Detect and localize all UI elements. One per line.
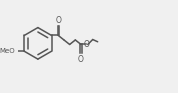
Text: O: O xyxy=(55,16,61,25)
Text: O: O xyxy=(78,55,84,64)
Text: O: O xyxy=(84,40,90,49)
Text: MeO: MeO xyxy=(0,48,15,54)
